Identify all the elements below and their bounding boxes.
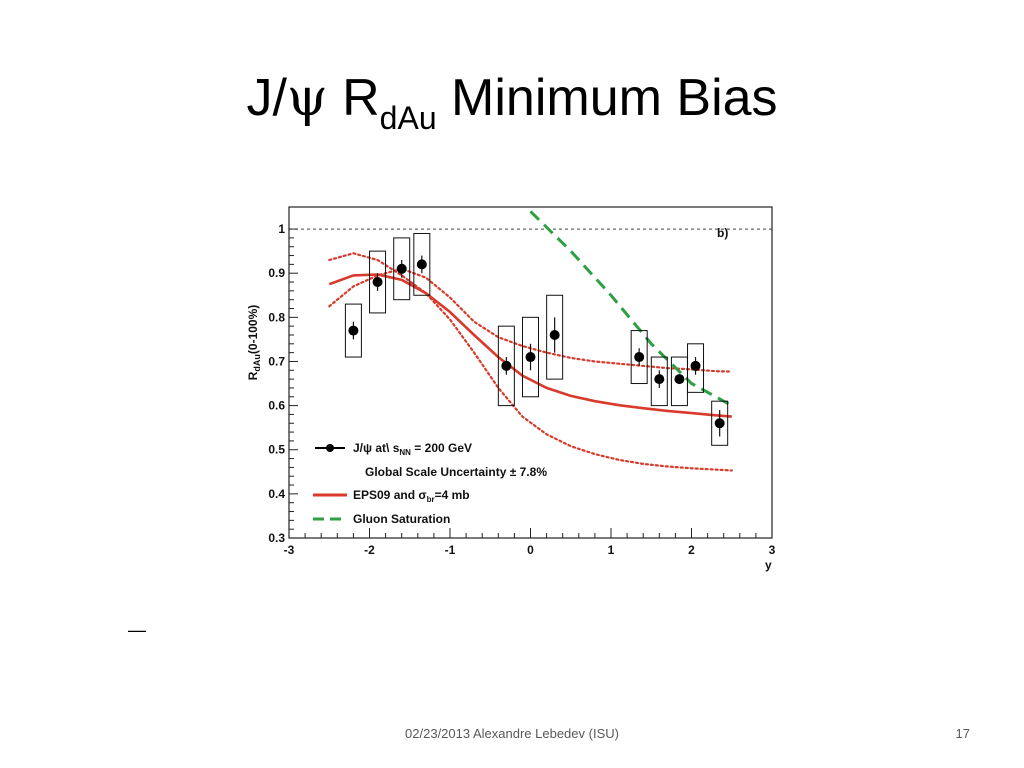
systematic-box [546,294,564,380]
y-axis-label-subscript: dAu [252,354,262,372]
legend-data-suffix: = 200 GeV [411,441,472,455]
legend: J/ψ at\ sNN = 200 GeV Global Scale Uncer… [313,441,547,526]
data-point [348,325,359,336]
x-tick-label: 1 [608,543,615,557]
legend-data-sub: NN [399,448,411,457]
legend-eps09-text: EPS09 and σ [353,488,427,502]
systematic-box [711,400,729,446]
systematic-box [522,316,539,398]
gluon-saturation-curve [529,210,733,407]
data-point [525,352,536,363]
slide-title: J/ψ RdAu Minimum Bias [0,66,1024,136]
legend-eps09-label: EPS09 and σbr=4 mb [353,488,470,504]
footer-text: 02/23/2013 Alexandre Lebedev (ISU) [405,726,619,741]
y-axis-label-main: R [246,371,260,380]
title-rest: Minimum Bias [436,69,778,127]
y-tick-label: 0.8 [268,310,285,324]
title-subscript: dAu [379,100,437,136]
data-point [396,263,407,274]
systematic-box [650,356,668,407]
y-tick-label: 0.3 [268,531,285,545]
y-axis-label-suffix: (0-100%) [246,305,260,354]
data-point [654,374,665,385]
data-point [501,360,512,371]
dash-mark: — [128,620,146,640]
legend-global-uncertainty: Global Scale Uncertainty ± 7.8% [365,465,547,479]
data-point [372,277,383,288]
title-r: R [327,69,380,127]
title-psi: ψ [286,68,328,128]
legend-eps09-suffix: =4 mb [435,488,470,502]
data-point [549,329,560,340]
y-tick-label: 1 [278,222,285,236]
data-point [674,374,685,385]
x-tick-label: -2 [364,543,375,557]
x-tick-label: 2 [688,543,695,557]
eps09-band-lower [328,252,733,472]
x-tick-label: 3 [769,543,776,557]
systematic-box [687,343,705,393]
legend-data-text: J/ψ at\ s [353,441,400,455]
x-tick-label: -1 [445,543,456,557]
eps09-curve [328,273,732,418]
y-tick-label: 0.9 [268,266,285,280]
data-point [690,360,701,371]
x-tick-label: -3 [284,543,295,557]
data-point [634,352,645,363]
rdau-chart: 0.3 0.4 0.5 0.6 0.7 0.8 0.9 1 -3 -2 -1 0 1 2 3 b) RdAu… [235,195,780,575]
systematic-box [413,232,431,296]
y-tick-label: 0.7 [268,354,285,368]
systematic-box [393,237,411,301]
y-tick-label: 0.6 [268,399,285,413]
x-tick-label: 0 [527,543,534,557]
legend-data-label: J/ψ at\ sNN = 200 GeV [353,441,472,457]
data-point [416,259,427,270]
systematic-box [497,325,515,407]
systematic-box [369,250,387,314]
y-tick-label: 0.5 [268,443,285,457]
systematic-box [630,330,648,385]
data-point [714,418,725,429]
chart-background [235,195,780,575]
title-prefix: J/ [246,69,287,127]
slide-number: 17 [955,726,970,741]
legend-data-marker [326,444,334,452]
panel-label: b) [717,226,728,240]
systematic-box [344,303,362,358]
legend-eps09-sub: br [427,495,435,504]
x-axis-label: y [765,558,772,572]
legend-saturation-label: Gluon Saturation [353,512,450,526]
y-axis-label: RdAu(0-100%) [246,305,262,381]
y-tick-label: 0.4 [268,487,285,501]
